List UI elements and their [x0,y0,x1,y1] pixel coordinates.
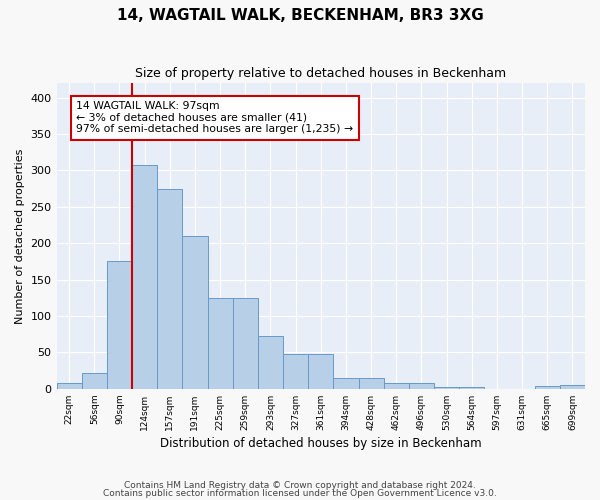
Bar [409,383,434,389]
X-axis label: Distribution of detached houses by size in Beckenham: Distribution of detached houses by size … [160,437,482,450]
Bar [359,378,383,389]
Y-axis label: Number of detached properties: Number of detached properties [15,148,25,324]
Bar [107,262,132,389]
Text: 14 WAGTAIL WALK: 97sqm
← 3% of detached houses are smaller (41)
97% of semi-deta: 14 WAGTAIL WALK: 97sqm ← 3% of detached … [76,102,353,134]
Bar [182,236,208,389]
Bar [535,386,560,389]
Bar [459,388,484,389]
Title: Size of property relative to detached houses in Beckenham: Size of property relative to detached ho… [135,68,506,80]
Text: Contains HM Land Registry data © Crown copyright and database right 2024.: Contains HM Land Registry data © Crown c… [124,480,476,490]
Bar [82,373,107,389]
Bar [308,354,334,389]
Bar [157,188,182,389]
Bar [334,378,359,389]
Text: 14, WAGTAIL WALK, BECKENHAM, BR3 3XG: 14, WAGTAIL WALK, BECKENHAM, BR3 3XG [116,8,484,22]
Text: Contains public sector information licensed under the Open Government Licence v3: Contains public sector information licen… [103,489,497,498]
Bar [383,383,409,389]
Bar [233,298,258,389]
Bar [434,386,459,389]
Bar [132,166,157,389]
Bar [283,354,308,389]
Bar [208,298,233,389]
Bar [258,336,283,389]
Bar [56,383,82,389]
Bar [560,385,585,389]
